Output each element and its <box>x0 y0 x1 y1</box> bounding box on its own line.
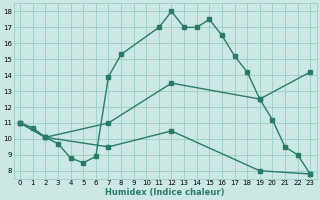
X-axis label: Humidex (Indice chaleur): Humidex (Indice chaleur) <box>106 188 225 197</box>
